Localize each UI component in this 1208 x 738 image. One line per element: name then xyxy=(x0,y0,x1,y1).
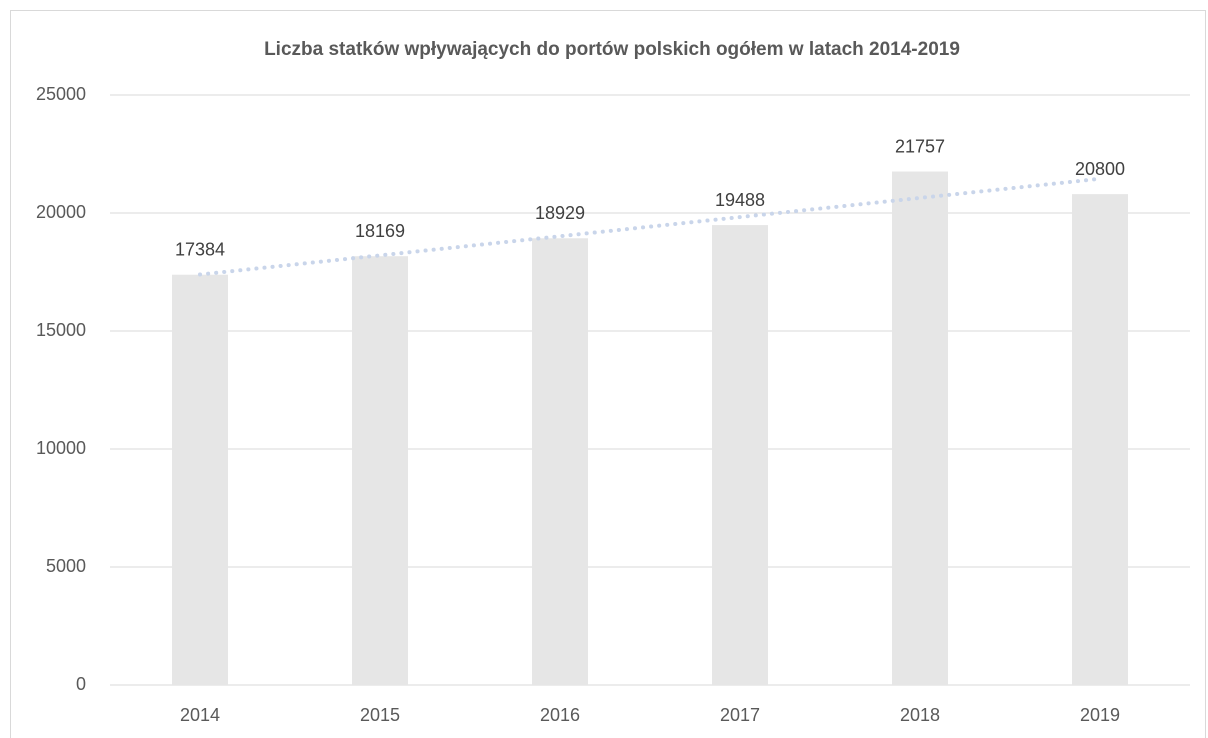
trendline xyxy=(198,176,1102,277)
y-tick-label: 0 xyxy=(76,674,86,694)
value-label: 21757 xyxy=(895,136,945,156)
y-tick-label: 5000 xyxy=(46,556,86,576)
value-label: 17384 xyxy=(175,239,225,259)
bar xyxy=(1072,194,1128,685)
x-tick-label: 2015 xyxy=(360,705,400,725)
bar xyxy=(352,256,408,685)
y-tick-label: 25000 xyxy=(36,84,86,104)
value-label: 18169 xyxy=(355,221,405,241)
x-tick-label: 2018 xyxy=(900,705,940,725)
x-tick-label: 2014 xyxy=(180,705,220,725)
bar xyxy=(712,225,768,686)
bar xyxy=(532,238,588,685)
x-tick-label: 2017 xyxy=(720,705,760,725)
chart-title: Liczba statków wpływających do portów po… xyxy=(264,39,960,60)
value-label: 20800 xyxy=(1075,159,1125,179)
y-tick-label: 20000 xyxy=(36,202,86,222)
y-tick-label: 10000 xyxy=(36,438,86,458)
x-tick-label: 2019 xyxy=(1080,705,1120,725)
bar xyxy=(892,171,948,686)
value-label: 19488 xyxy=(715,190,765,210)
value-label: 18929 xyxy=(535,203,585,223)
x-tick-label: 2016 xyxy=(540,705,580,725)
chart-border xyxy=(10,10,1206,738)
bar xyxy=(172,274,228,685)
y-tick-label: 15000 xyxy=(36,320,86,340)
